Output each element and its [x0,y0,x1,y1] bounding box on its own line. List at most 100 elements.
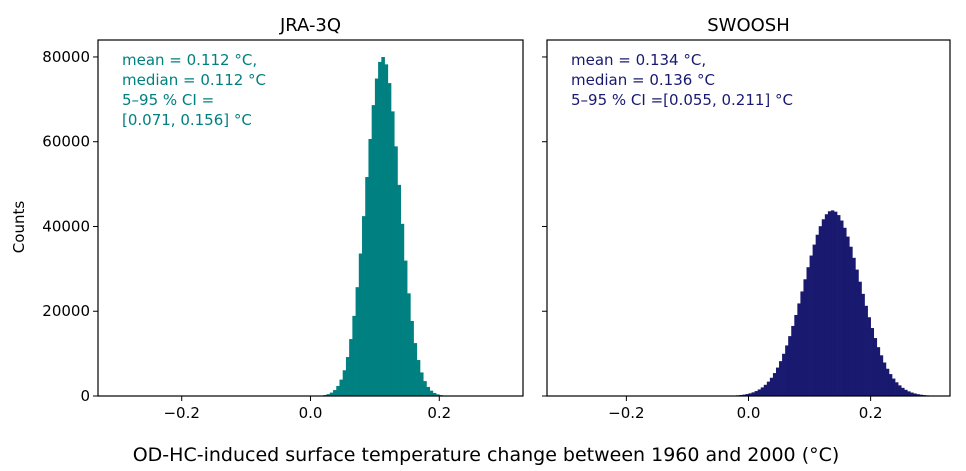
x-tick-label: 0.0 [737,404,761,422]
histogram-bar [885,368,890,396]
histogram-bar [830,210,835,396]
histogram-bar [410,320,414,396]
histogram-bar [833,211,838,396]
x-tick-label: −0.2 [163,404,199,422]
histogram-bar [400,223,405,396]
histogram-bar [809,255,813,396]
histogram-bar [345,357,350,396]
histogram-bar [397,184,401,396]
histogram-bar [772,373,777,396]
stats-annotation: 5–95 % CI = [122,91,214,109]
histogram-bar [342,370,347,396]
histogram-bars [711,210,933,396]
histogram-bar [852,257,856,396]
x-tick-label: 0.2 [859,404,883,422]
histogram-bar [407,293,411,396]
histogram-bar [843,227,847,396]
histogram-bar [916,394,920,396]
histogram-bar [349,339,353,396]
histogram-bar [745,394,749,396]
stats-annotation: mean = 0.112 °C, [122,51,257,69]
histogram-bar [837,215,841,396]
x-tick-label: 0.2 [427,404,451,422]
histogram-bar [751,392,755,396]
histogram-bar [861,293,865,396]
histogram-bar [907,391,911,396]
stats-annotation: median = 0.112 °C [122,71,266,89]
histogram-bar [904,389,908,396]
y-tick-label: 80000 [42,48,90,66]
histogram-bar [888,374,893,396]
histogram-bar [919,394,923,396]
histogram-bar [901,387,905,396]
histogram-bar [779,361,783,396]
histogram-bar [365,177,369,396]
histogram-bar [742,394,746,396]
histogram-bar [358,253,363,396]
stats-annotation: mean = 0.134 °C, [571,51,706,69]
histogram-bar [423,381,427,396]
histogram-bar [824,214,829,396]
panel-title: JRA-3Q [279,15,341,36]
x-tick-label: 0.0 [299,404,323,422]
histogram-bar [381,57,385,396]
histogram-bar [416,360,421,396]
histogram-bar [913,393,917,396]
x-tick-label: −0.2 [608,404,644,422]
histogram-bar [390,111,395,396]
histogram-bar [870,328,875,396]
histogram-bar [371,105,376,396]
histogram-bar [754,391,759,396]
histogram-bar [326,394,331,396]
histogram-bar [821,219,826,396]
histogram-bar [910,392,914,396]
histogram-bar [803,279,807,396]
histogram-bar [394,146,398,396]
histogram-bar [769,377,774,396]
panel-title: SWOOSH [707,15,790,36]
histogram-bar [432,392,437,396]
histogram-bar [791,325,795,396]
x-axis-label: OD-HC-induced surface temperature change… [133,444,840,466]
histogram-bar [858,281,862,396]
histogram-bar [760,387,765,396]
histogram-bar [413,343,418,396]
histogram-bar [879,355,884,396]
y-tick-label: 60000 [42,133,90,151]
histogram-bar [867,317,871,396]
histogram-bar [426,386,430,396]
histogram-bar [748,393,752,396]
histogram-bar [818,226,823,396]
histogram-bar [329,392,334,396]
histogram-bar [766,381,771,396]
histogram-bar [898,385,902,396]
histogram-bar [362,216,366,396]
histogram-bar [797,303,801,396]
histogram-bar [895,382,899,396]
histogram-bar [782,353,786,396]
histogram-bar [812,244,817,396]
histogram-bar [352,315,356,396]
histogram-bar [368,138,373,397]
histogram-bar [419,372,424,396]
stats-annotation: [0.071, 0.156] °C [122,111,252,129]
histogram-bar [763,384,768,396]
histogram-bar [788,336,792,396]
histogram-bar [374,78,379,397]
histogram-bar [882,362,887,396]
histogram-bar [785,345,789,396]
histogram-bar [378,61,382,397]
histogram-bar [387,83,392,397]
stats-annotation: median = 0.136 °C [571,71,715,89]
histogram-bar [339,379,344,396]
histogram-bar [384,64,389,396]
histogram-bar [891,378,896,396]
histogram-bar [855,269,859,396]
y-axis-label: Counts [10,201,28,254]
histogram-bar [333,390,337,396]
histogram-bar [429,390,434,396]
histogram-bar [873,338,878,396]
histogram-bar [436,394,440,396]
